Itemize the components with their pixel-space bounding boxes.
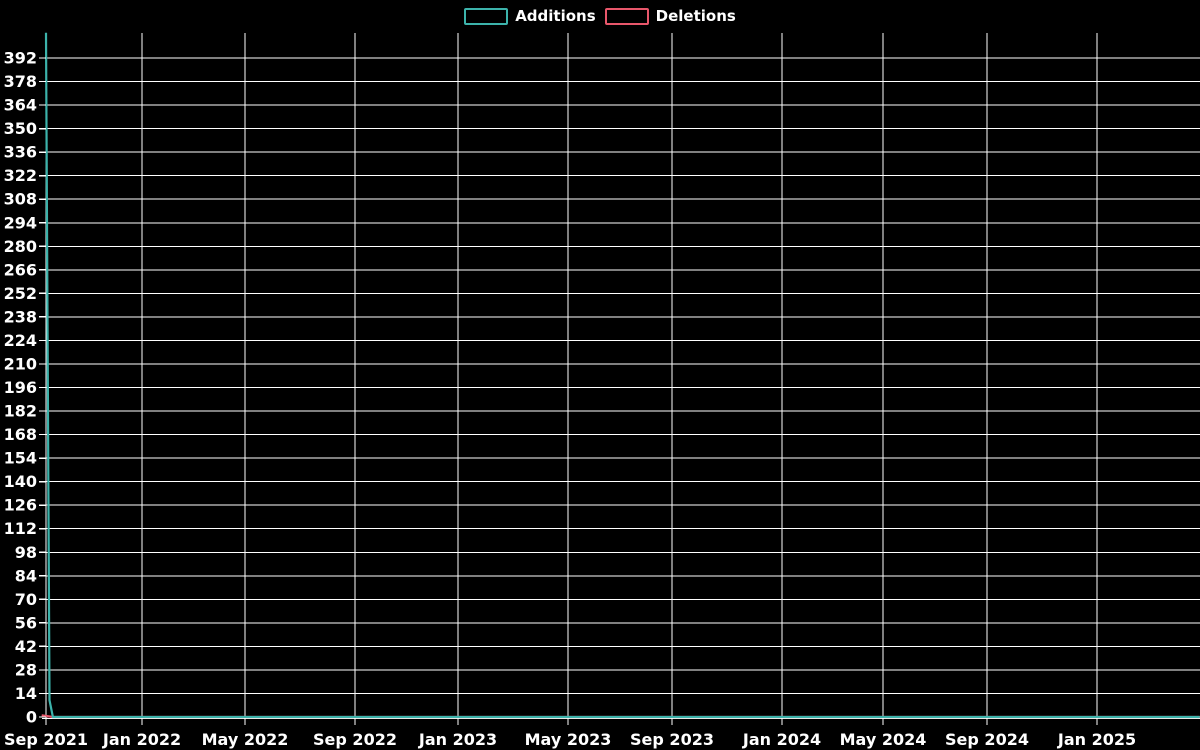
- x-tick-label: Sep 2023: [630, 730, 714, 749]
- x-tick-label: May 2023: [525, 730, 612, 749]
- y-tick-label: 112: [4, 519, 37, 538]
- y-tick-label: 140: [4, 472, 37, 491]
- x-tick-label: Jan 2024: [742, 730, 821, 749]
- y-tick-label: 224: [4, 331, 37, 350]
- legend-entry-additions: Additions: [464, 7, 596, 25]
- y-tick-label: 322: [4, 166, 37, 185]
- x-tick-label: Sep 2021: [4, 730, 88, 749]
- y-tick-label: 294: [4, 213, 37, 232]
- y-tick-label: 210: [4, 354, 37, 373]
- y-tick-label: 392: [4, 49, 37, 68]
- y-tick-label: 308: [4, 190, 37, 209]
- x-tick-label: May 2022: [202, 730, 289, 749]
- x-tick-label: Jan 2022: [102, 730, 181, 749]
- x-tick-label: Sep 2024: [945, 730, 1029, 749]
- y-tick-label: 364: [4, 96, 37, 115]
- y-tick-label: 336: [4, 143, 37, 162]
- additions-line: [44, 32, 1200, 719]
- tick-labels: 0 14 28 42 56 70 84 98 112 126 140 154 168 182 196 210 2…: [4, 49, 1137, 749]
- x-tick-label: May 2024: [840, 730, 927, 749]
- y-tick-label: 196: [4, 378, 37, 397]
- legend-label-deletions: Deletions: [655, 7, 736, 25]
- x-tick-label: Jan 2023: [418, 730, 497, 749]
- y-tick-label: 238: [4, 307, 37, 326]
- chart-legend: Additions Deletions: [0, 7, 1200, 25]
- y-tick-label: 28: [15, 660, 37, 679]
- x-tick-label: Sep 2022: [313, 730, 397, 749]
- additions-swatch-icon: [464, 7, 509, 25]
- y-tick-label: 126: [4, 496, 37, 515]
- y-tick-label: 182: [4, 402, 37, 421]
- y-tick-label: 0: [26, 708, 37, 727]
- y-tick-label: 98: [15, 543, 37, 562]
- tick-marks: [39, 57, 1098, 725]
- y-tick-label: 14: [15, 684, 37, 703]
- y-tick-label: 266: [4, 260, 37, 279]
- y-tick-label: 42: [15, 637, 37, 656]
- gridlines: [45, 33, 1200, 718]
- y-tick-label: 70: [15, 590, 37, 609]
- y-tick-label: 84: [15, 566, 37, 585]
- y-tick-label: 378: [4, 72, 37, 91]
- y-tick-label: 252: [4, 284, 37, 303]
- y-tick-label: 350: [4, 119, 37, 138]
- deletions-swatch-icon: [604, 7, 649, 25]
- y-tick-label: 168: [4, 425, 37, 444]
- y-tick-label: 154: [4, 449, 37, 468]
- x-tick-label: Jan 2025: [1057, 730, 1136, 749]
- y-tick-label: 56: [15, 613, 37, 632]
- legend-entry-deletions: Deletions: [604, 7, 736, 25]
- legend-label-additions: Additions: [515, 7, 596, 25]
- y-tick-label: 280: [4, 237, 37, 256]
